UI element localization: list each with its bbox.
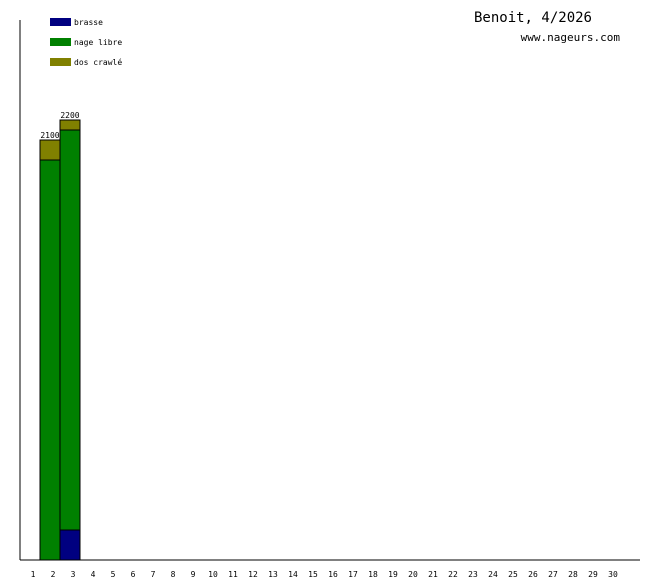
x-tick-label: 28 — [568, 570, 578, 579]
x-tick-label: 9 — [191, 570, 196, 579]
bar-segment — [59, 529, 81, 561]
x-tick-label: 8 — [171, 570, 176, 579]
x-tick-label: 30 — [608, 570, 618, 579]
chart-subtitle: www.nageurs.com — [520, 31, 620, 44]
legend-swatch — [50, 38, 71, 46]
x-tick-label: 1 — [31, 570, 36, 579]
x-tick-label: 5 — [111, 570, 116, 579]
axes — [19, 20, 640, 561]
x-tick-label: 19 — [388, 570, 398, 579]
legend: brasse nage libre dos crawlé — [50, 18, 122, 67]
x-tick-label: 2 — [51, 570, 56, 579]
chart-title: Benoit, 4/2026 — [473, 10, 592, 26]
x-tick-label: 6 — [131, 570, 136, 579]
bar-segment — [39, 139, 61, 161]
legend-swatch — [50, 58, 71, 66]
x-tick-label: 24 — [488, 570, 498, 579]
total-labels: 2100 2200 — [40, 111, 79, 140]
x-tick-label: 12 — [248, 570, 258, 579]
bar-segment — [59, 129, 81, 531]
x-tick-label: 15 — [308, 570, 318, 579]
legend-label: dos crawlé — [74, 57, 122, 67]
x-tick-label: 11 — [228, 570, 238, 579]
x-tick-label: 10 — [208, 570, 218, 579]
x-tick-label: 4 — [91, 570, 96, 579]
x-tick-label: 16 — [328, 570, 338, 579]
x-tick-label: 3 — [71, 570, 76, 579]
x-tick-label: 18 — [368, 570, 378, 579]
x-tick-label: 23 — [468, 570, 478, 579]
x-tick-label: 21 — [428, 570, 438, 579]
bar-total-label: 2100 — [40, 131, 59, 140]
x-tick-label: 22 — [448, 570, 458, 579]
x-tick-label: 26 — [528, 570, 538, 579]
x-tick-label: 20 — [408, 570, 418, 579]
legend-label: nage libre — [74, 38, 122, 47]
x-tick-label: 14 — [288, 570, 298, 579]
x-tick-label: 29 — [588, 570, 598, 579]
x-tick-label: 7 — [151, 570, 156, 579]
bar-segment — [59, 119, 81, 131]
x-tick-label: 17 — [348, 570, 358, 579]
legend-swatch — [50, 18, 71, 26]
bar-segment — [39, 159, 61, 561]
x-tick-label: 13 — [268, 570, 278, 579]
bar-total-label: 2200 — [60, 111, 79, 120]
legend-label: brasse — [74, 18, 103, 27]
x-tick-labels: 1 2 3 4 5 6 7 8 9 10 11 12 13 14 15 16 17 18 19 20 21 22 23 24 2… — [31, 570, 618, 579]
x-tick-label: 25 — [508, 570, 518, 579]
x-tick-label: 27 — [548, 570, 558, 579]
bars — [39, 119, 81, 561]
